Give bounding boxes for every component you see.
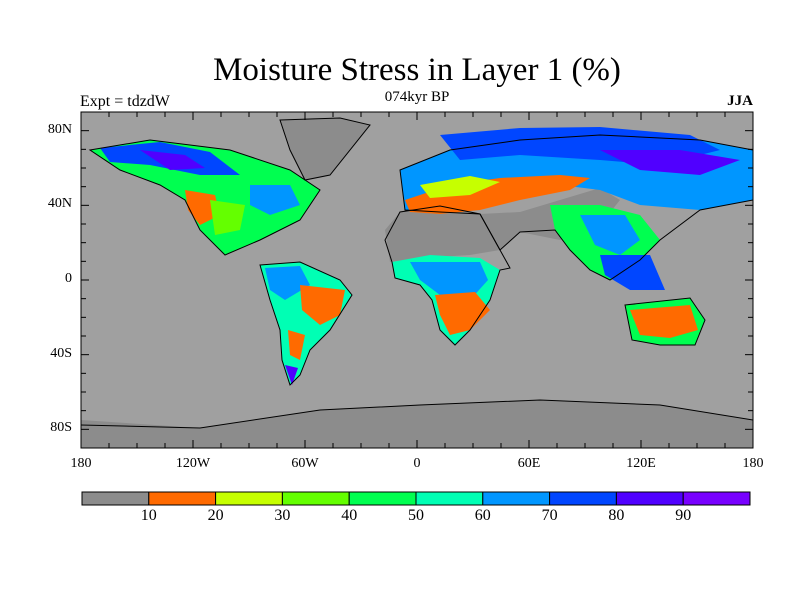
lon-label: 120E bbox=[626, 456, 656, 471]
colorbar-swatch bbox=[215, 491, 283, 506]
experiment-label: Expt = tdzdW bbox=[80, 93, 170, 110]
figure-title: Moisture Stress in Layer 1 (%) bbox=[213, 52, 621, 88]
colorbar-swatch bbox=[348, 491, 417, 506]
lon-label: 120W bbox=[175, 456, 211, 471]
colorbar-swatch bbox=[615, 491, 684, 506]
lon-label: 180 bbox=[742, 456, 764, 471]
colorbar-swatch bbox=[148, 491, 217, 506]
lon-label: 180 bbox=[70, 456, 92, 471]
colorbar-label: 10 bbox=[140, 507, 157, 524]
colorbar-label: 90 bbox=[675, 507, 692, 524]
lat-label: 40S bbox=[50, 345, 72, 361]
lat-label: 0 bbox=[65, 271, 72, 286]
colorbar-label: 80 bbox=[608, 507, 625, 524]
colorbar-label: 70 bbox=[541, 507, 558, 524]
colorbar-swatch bbox=[415, 491, 484, 506]
time-label: 074kyr BP bbox=[384, 89, 450, 105]
coastlines bbox=[81, 117, 753, 429]
colorbar-swatch bbox=[482, 491, 551, 506]
colorbar-label: 30 bbox=[274, 507, 291, 524]
colorbar-swatch bbox=[281, 491, 350, 506]
colorbar bbox=[81, 491, 751, 506]
season-label: JJA bbox=[727, 93, 753, 109]
moisture-field bbox=[81, 118, 753, 448]
lat-label: 40N bbox=[47, 196, 72, 212]
colorbar-label: 40 bbox=[341, 507, 358, 524]
axis-ticks bbox=[80, 111, 754, 449]
lat-label: 80S bbox=[50, 420, 72, 436]
colorbar-swatch bbox=[549, 491, 617, 506]
colorbar-label: 60 bbox=[474, 507, 491, 524]
colorbar-label: 50 bbox=[408, 507, 424, 524]
lon-label: 0 bbox=[413, 456, 421, 471]
lon-label: 60W bbox=[291, 456, 319, 471]
lat-label: 80N bbox=[47, 121, 72, 137]
colorbar-label: 20 bbox=[207, 507, 224, 524]
colorbar-swatch bbox=[682, 491, 751, 506]
colorbar-swatch bbox=[81, 491, 150, 506]
lon-label: 60E bbox=[517, 456, 541, 471]
